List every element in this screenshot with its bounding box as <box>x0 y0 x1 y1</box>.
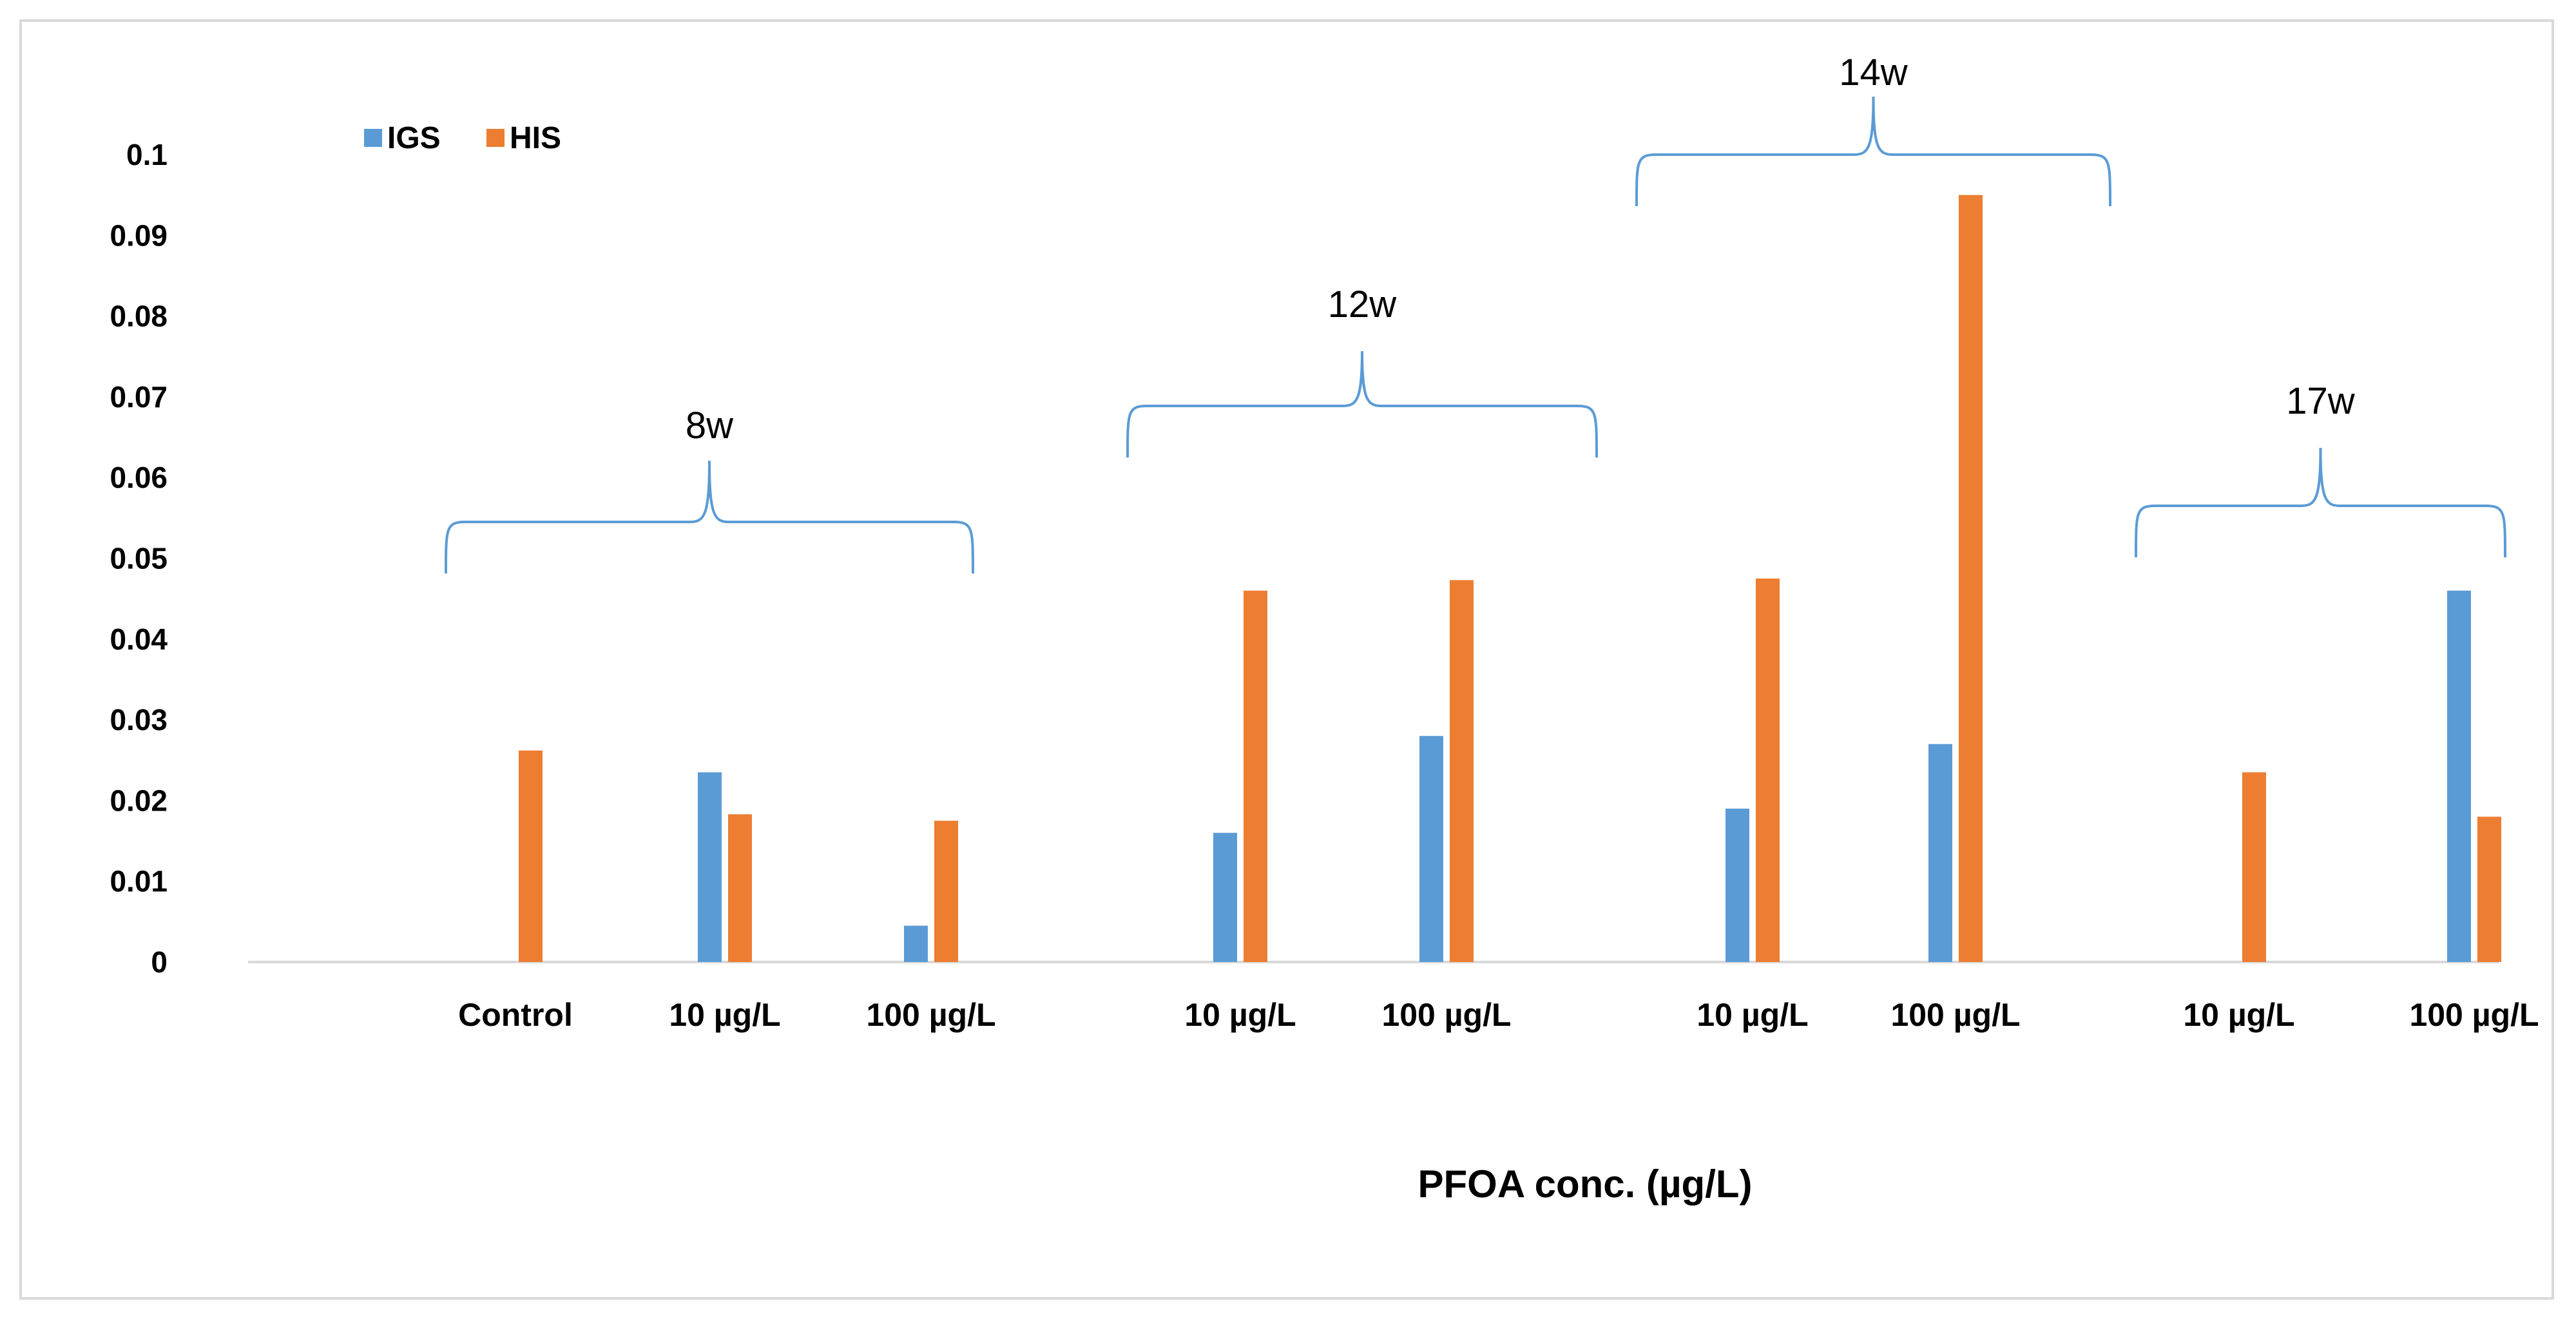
group-brace <box>1635 96 2111 207</box>
bar-his <box>519 750 543 962</box>
bar-igs <box>904 925 928 962</box>
category-label: 10 µg/L <box>2183 997 2294 1033</box>
group-label: 14w <box>1839 52 1908 93</box>
bar-igs <box>1725 808 1749 962</box>
y-tick-label: 0.07 <box>110 380 168 414</box>
y-tick-label: 0 <box>151 945 168 979</box>
legend-swatch-igs <box>364 129 382 147</box>
y-tick-label: 0.03 <box>110 703 168 737</box>
bar-his <box>728 814 752 962</box>
category-label: 100 µg/L <box>1890 997 2020 1033</box>
bar-igs <box>2447 590 2471 962</box>
group-brace <box>2135 447 2506 558</box>
bar-igs <box>1419 736 1443 962</box>
bar-his <box>1959 195 1983 962</box>
category-label: Control <box>458 997 573 1033</box>
category-label: 10 µg/L <box>669 997 780 1033</box>
bar-his <box>1756 578 1780 962</box>
y-tick-label: 0.01 <box>110 865 168 898</box>
bar-igs <box>1213 833 1237 962</box>
y-axis-ticks: 0 0.01 0.02 0.03 0.04 0.05 0.06 0.07 0.08 0.09 0.1 <box>110 138 168 979</box>
category-label: 100 µg/L <box>2409 997 2539 1033</box>
group-brace <box>445 460 974 574</box>
y-tick-label: 0.06 <box>110 461 168 494</box>
group-label: 12w <box>1328 284 1398 325</box>
bars <box>519 195 2501 962</box>
bar-his <box>2242 772 2266 962</box>
group-label: 8w <box>686 405 734 447</box>
y-tick-label: 0.02 <box>110 784 168 817</box>
bar-his <box>2477 816 2501 962</box>
legend: IGS HIS <box>364 121 561 155</box>
y-tick-label: 0.04 <box>110 622 168 656</box>
category-label: 100 µg/L <box>1381 997 1511 1033</box>
bar-his <box>1244 590 1267 962</box>
legend-swatch-his <box>486 129 505 147</box>
y-tick-label: 0.1 <box>126 138 168 171</box>
y-tick-label: 0.08 <box>110 300 168 333</box>
chart-frame <box>19 19 2554 1300</box>
group-braces: 8w 12w 14w 17w <box>445 52 2506 574</box>
y-tick-label: 0.09 <box>110 218 168 252</box>
bar-igs <box>1928 744 1952 962</box>
bar-his <box>934 820 958 962</box>
y-tick-label: 0.05 <box>110 542 168 575</box>
bar-igs <box>698 772 722 962</box>
legend-label-igs: IGS <box>387 121 441 155</box>
category-label: 100 µg/L <box>866 997 995 1033</box>
bar-his <box>1450 580 1474 962</box>
x-axis-label: PFOA conc. (µg/L) <box>1418 1162 1753 1206</box>
category-label: 10 µg/L <box>1184 997 1296 1033</box>
group-label: 17w <box>2286 380 2356 422</box>
group-brace <box>1126 351 1598 458</box>
category-labels: Control 10 µg/L 100 µg/L 10 µg/L 100 µg/L 10 … <box>458 997 2539 1033</box>
category-label: 10 µg/L <box>1697 997 1808 1033</box>
legend-label-his: HIS <box>510 121 561 155</box>
